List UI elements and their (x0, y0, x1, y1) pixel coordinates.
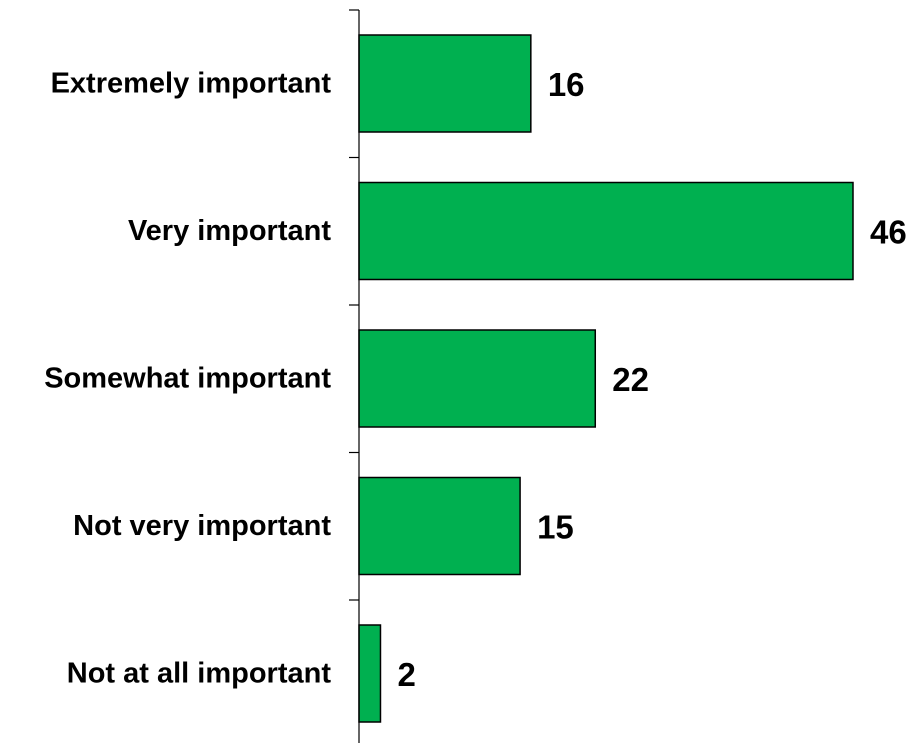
axis-group (349, 9, 360, 743)
bar-very-important (358, 181, 854, 281)
labels-group: Extremely important 16 Very important 46 Som… (44, 66, 907, 693)
data-label-not-very-important: 15 (537, 509, 574, 546)
bar-extremely-important (358, 34, 532, 133)
data-label-extremely-important: 16 (548, 66, 585, 103)
category-label-not-at-all-important: Not at all important (67, 658, 332, 690)
bar-not-at-all-important (358, 624, 382, 723)
bar-not-very-important (358, 476, 521, 576)
category-label-somewhat-important: Somewhat important (44, 363, 331, 395)
bars-group (358, 34, 854, 723)
bar-somewhat-important (358, 329, 597, 428)
data-label-not-at-all-important: 2 (397, 656, 415, 693)
data-label-somewhat-important: 22 (612, 361, 649, 398)
data-label-very-important: 46 (870, 214, 907, 251)
category-label-extremely-important: Extremely important (51, 68, 332, 100)
category-label-not-very-important: Not very important (73, 510, 331, 542)
category-label-very-important: Very important (128, 215, 331, 247)
